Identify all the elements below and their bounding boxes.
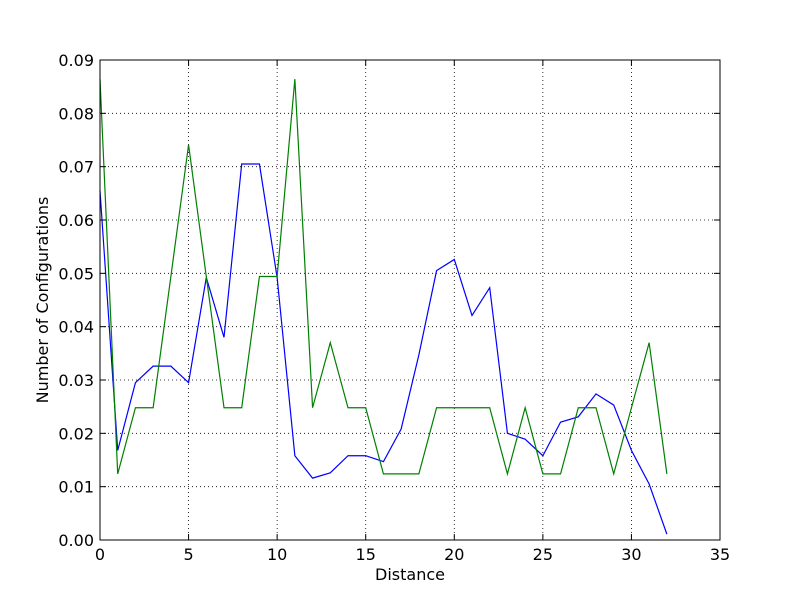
y-tick-labels: 0.00 0.01 0.02 0.03 0.04 0.05 0.06 0.07 0.08 0.09 — [58, 51, 94, 550]
tick-marks — [99, 59, 721, 541]
x-tick-label: 10 — [267, 545, 287, 564]
plot-frame — [99, 59, 721, 541]
y-tick-label: 0.01 — [58, 478, 94, 497]
x-axis-title: Distance — [375, 565, 445, 584]
y-tick-label: 0.00 — [58, 531, 94, 550]
x-tick-label: 20 — [444, 545, 464, 564]
x-tick-label: 30 — [621, 545, 641, 564]
grid-lines — [100, 60, 720, 540]
y-tick-label: 0.03 — [58, 371, 94, 390]
series-lines — [99, 79, 668, 535]
plot-background — [100, 60, 720, 540]
y-tick-label: 0.07 — [58, 158, 94, 177]
y-tick-label: 0.06 — [58, 211, 94, 230]
series-line-1 — [99, 163, 668, 535]
y-tick-label: 0.08 — [58, 104, 94, 123]
x-tick-label: 25 — [533, 545, 553, 564]
x-tick-label: 0 — [95, 545, 105, 564]
y-tick-label: 0.02 — [58, 424, 94, 443]
x-tick-labels: 0 5 10 15 20 25 30 35 — [95, 545, 730, 564]
x-tick-label: 35 — [710, 545, 730, 564]
y-tick-label: 0.04 — [58, 318, 94, 337]
series-line-2 — [99, 79, 668, 477]
y-tick-label: 0.05 — [58, 264, 94, 283]
x-tick-label: 15 — [356, 545, 376, 564]
y-tick-label: 0.09 — [58, 51, 94, 70]
x-tick-label: 5 — [183, 545, 193, 564]
y-axis-title: Number of Configurations — [33, 197, 52, 404]
